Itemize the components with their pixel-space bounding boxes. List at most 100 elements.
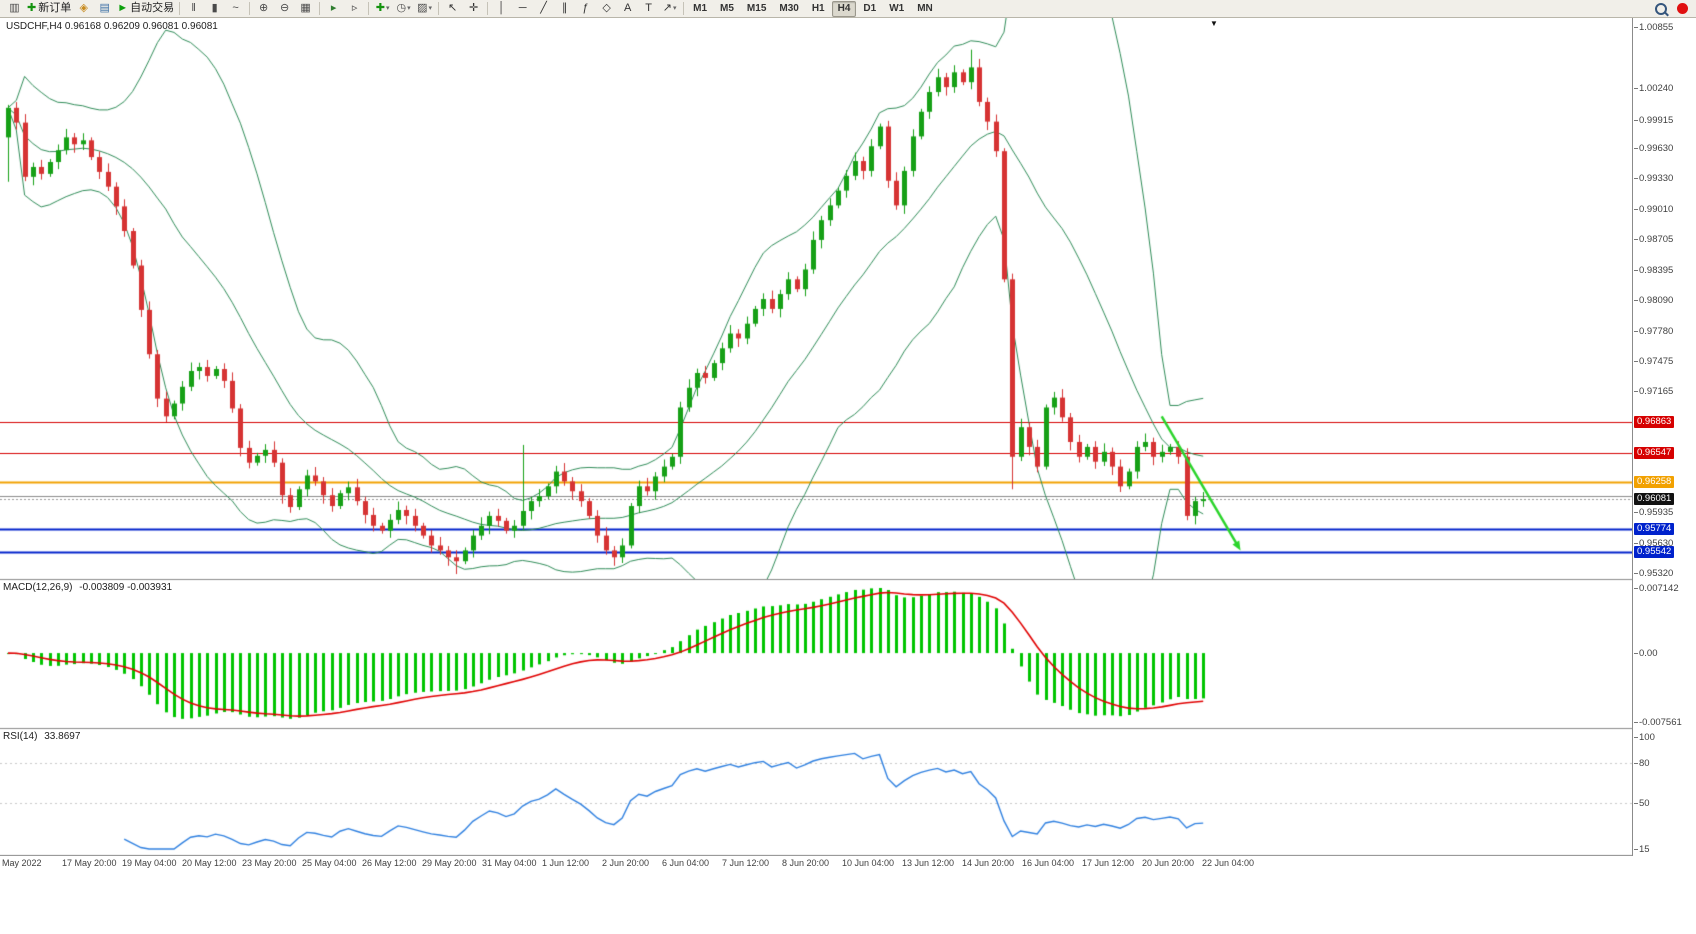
indicators-button[interactable]: ✚ ▾ — [372, 1, 393, 17]
rsi-axis-label: 80 — [1634, 758, 1650, 770]
trendline-button-icon: ╱ — [540, 2, 547, 14]
time-axis-label: 16 Jun 04:00 — [1022, 858, 1075, 868]
timeframe-mn[interactable]: MN — [917, 3, 933, 14]
horizontal-line-button-icon: ─ — [518, 2, 527, 14]
time-axis-label: 31 May 04:00 — [482, 858, 537, 868]
time-axis-label: 14 Jun 20:00 — [962, 858, 1015, 868]
crosshair-button-icon: ✛ — [469, 2, 479, 14]
time-axis-label: 7 Jun 12:00 — [722, 858, 770, 868]
chart-shift-marker[interactable]: ▼ — [1210, 19, 1218, 28]
indicators-button-icon: ✚ — [375, 2, 385, 14]
chart-shift-button-icon: ▹ — [351, 2, 358, 14]
periods-button[interactable]: ◷ ▾ — [393, 1, 414, 17]
candlestick-chart-button[interactable]: ▮ — [204, 1, 225, 17]
price-axis-label: 0.95630 — [1633, 537, 1674, 549]
price-axis-label: 1.00240 — [1633, 83, 1674, 95]
line-chart-button-icon: ~ — [232, 2, 239, 14]
autotrading-button-icon: ► — [117, 2, 129, 14]
price-axis-label: 0.98395 — [1633, 264, 1674, 276]
templates-button-dropdown-icon: ▾ — [428, 5, 433, 12]
chart-shift-button[interactable]: ▹ — [344, 1, 365, 17]
search-icon — [1654, 2, 1667, 15]
price-axis-label: 0.95320 — [1633, 568, 1674, 580]
search-button[interactable] — [1650, 1, 1671, 17]
channel-button[interactable]: ∥ — [554, 1, 575, 17]
toolbar-separator — [438, 2, 440, 15]
rsi-value: 33.8697 — [44, 731, 81, 742]
timeframe-m5[interactable]: M5 — [720, 3, 734, 14]
crosshair-button[interactable]: ✛ — [463, 1, 484, 17]
rsi-name: RSI(14) — [3, 731, 38, 742]
timeframe-h4[interactable]: H4 — [831, 0, 857, 17]
arrows-button[interactable]: ↗ ▾ — [659, 1, 680, 17]
indicators-button-dropdown-icon: ▾ — [385, 5, 390, 12]
line-chart-button[interactable]: ~ — [225, 1, 246, 17]
trendline-button[interactable]: ╱ — [533, 1, 554, 17]
notification-badge[interactable] — [1677, 3, 1688, 14]
price-axis-separator — [1632, 18, 1633, 856]
price-axis[interactable]: 1.00855 1.00240 0.99915 0.99630 0.99330 0.990… — [1633, 0, 1696, 934]
time-axis-label: 20 May 12:00 — [182, 858, 237, 868]
arrows-button-icon: ↗ — [662, 2, 672, 14]
autotrading-button-label: 自动交易 — [130, 2, 175, 14]
macd-label: MACD(12,26,9) -0.003809 -0.003931 — [3, 582, 172, 593]
fibonacci-button[interactable]: ƒ — [575, 1, 596, 17]
text-label-button[interactable]: T — [638, 1, 659, 17]
macd-axis-label: 0.007142 — [1634, 583, 1679, 594]
text-button[interactable]: A — [617, 1, 638, 17]
horizontal-line-button[interactable]: ─ — [512, 1, 533, 17]
price-axis-label: 0.97475 — [1633, 355, 1674, 367]
tile-windows-button[interactable]: ▦ — [295, 1, 316, 17]
price-line-badge: 0.96258 — [1634, 475, 1675, 488]
metaeditor-button[interactable]: ◈ — [73, 1, 94, 17]
periods-button-icon: ◷ — [396, 2, 407, 14]
templates-button[interactable]: ▨ ▾ — [414, 1, 435, 17]
bar-chart-button[interactable]: ‖ — [183, 1, 204, 17]
zoom-in-button-icon: ⊕ — [259, 2, 269, 14]
price-axis-label: 0.97780 — [1633, 325, 1674, 337]
time-axis-label: 6 Jun 04:00 — [662, 858, 710, 868]
cursor-button[interactable]: ↖ — [442, 1, 463, 17]
price-line-badge: 0.96863 — [1634, 415, 1675, 428]
tile-windows-button-icon: ▦ — [300, 2, 311, 14]
text-button-icon: A — [623, 2, 632, 14]
new-order-button[interactable]: ✚ 新订单 — [25, 1, 73, 17]
zoom-out-button[interactable]: ⊖ — [274, 1, 295, 17]
timeframe-m1[interactable]: M1 — [693, 3, 708, 14]
time-axis-label: 1 Jun 12:00 — [542, 858, 590, 868]
shapes-button[interactable]: ◇ — [596, 1, 617, 17]
price-axis-label: 0.99630 — [1633, 143, 1674, 155]
timeframe-m15[interactable]: M15 — [746, 3, 767, 14]
periods-button-dropdown-icon: ▾ — [407, 5, 411, 12]
time-axis-label: 17 May 20:00 — [62, 858, 117, 868]
metaeditor-button-icon: ◈ — [79, 2, 88, 14]
time-axis-label: 8 Jun 20:00 — [782, 858, 830, 868]
timeframe-w1[interactable]: W1 — [889, 3, 905, 14]
new-order-button-label: 新订单 — [38, 2, 72, 14]
price-line-badge: 0.95542 — [1634, 546, 1675, 559]
market-watch-button[interactable]: ▤ — [94, 1, 115, 17]
zoom-out-button-icon: ⊖ — [280, 2, 290, 14]
time-axis-label: 20 Jun 20:00 — [1142, 858, 1195, 868]
time-axis[interactable]: May 2022 17 May 20:00 19 May 04:00 20 May 1… — [0, 856, 1632, 876]
timeframe-d1[interactable]: D1 — [863, 3, 877, 14]
timeframe-h1[interactable]: H1 — [811, 3, 825, 14]
chart-canvas[interactable] — [0, 18, 1632, 856]
price-axis-label: 0.95935 — [1633, 507, 1674, 519]
time-axis-label: 26 May 12:00 — [362, 858, 417, 868]
autotrading-button[interactable]: ► 自动交易 — [115, 1, 176, 17]
time-axis-label: 25 May 04:00 — [302, 858, 357, 868]
toolbar: ▥ ✚ 新订单 ◈ ▤ ► 自动交易 ‖ ▮ ~ ⊕ ⊖ ▦ ▸ ▹ ✚ ▾ ◷ ▾ ▨ ▾ ↖ ✛ │ ─ ╱ ∥ ƒ ◇ A T ↗ ▾ M… — [0, 0, 1696, 18]
new-order-button-icon: ✚ — [27, 2, 37, 14]
vertical-line-button[interactable]: │ — [491, 1, 512, 17]
time-axis-label: 13 Jun 12:00 — [902, 858, 955, 868]
bar-chart-button-icon: ‖ — [191, 2, 196, 14]
price-axis-label: 0.99330 — [1633, 172, 1674, 184]
zoom-in-button[interactable]: ⊕ — [253, 1, 274, 17]
macd-values: -0.003809 -0.003931 — [79, 582, 173, 593]
new-chart-button[interactable]: ▥ — [4, 1, 25, 17]
timeframe-m30[interactable]: M30 — [779, 3, 799, 14]
time-axis-label: 22 Jun 04:00 — [1202, 858, 1255, 868]
auto-scroll-button[interactable]: ▸ — [323, 1, 344, 17]
rsi-axis-label: 50 — [1634, 797, 1650, 809]
